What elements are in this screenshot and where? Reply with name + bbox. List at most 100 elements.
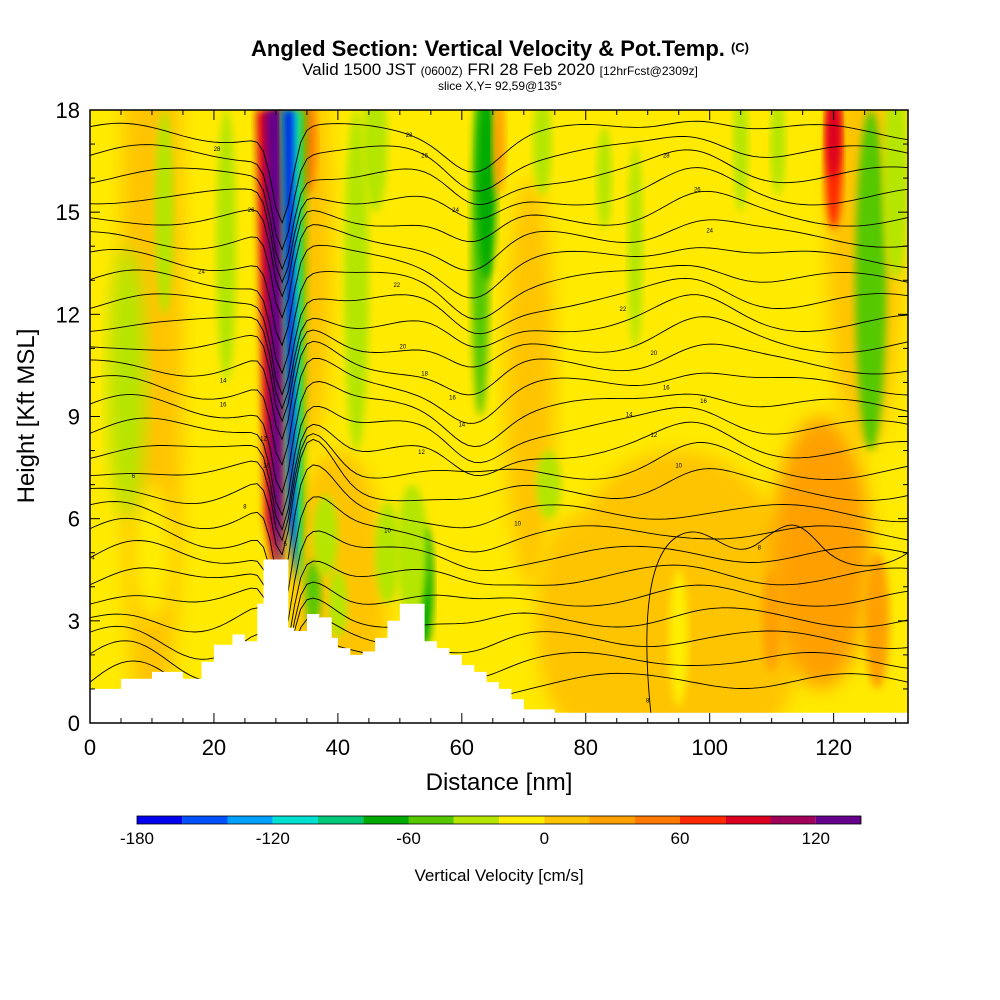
contour-labels: 4 6 8 10 12 14 16 24 26 28 5 10 12 14 16 18 20 22 24 26 28 10… [91,103,762,705]
theta-contour-line [90,421,908,531]
colorbar-swatch [182,816,228,824]
theta-contour-line [90,530,908,643]
colorbar-tick-label: 60 [671,829,690,848]
contour-label: 16 [220,402,227,408]
colorbar-swatch [453,816,500,824]
colorbar-swatch [544,816,590,824]
theta-contour-line [646,524,908,713]
contour-label: 16 [663,385,670,391]
colorbar-swatch [137,816,183,824]
chart-subtitle: Valid 1500 JST (0600Z) FRI 28 Feb 2020 [… [0,61,1000,80]
colorbar-swatch [634,816,681,824]
contour-label: 16 [449,396,456,402]
contour-label: 24 [706,229,713,235]
colorbar-swatch [770,816,816,824]
colorbar-swatch [725,816,771,824]
theta-contour-line [90,381,908,494]
valid-utc: (0600Z) [420,64,463,78]
contour-label: 18 [421,372,428,378]
x-axis-title: Distance [nm] [426,769,573,796]
colorbar-swatch [680,816,726,824]
theta-contour-line [90,340,908,441]
contour-label: 28 [663,154,670,160]
contour-label: 12 [260,436,267,442]
contour-label: 22 [620,307,627,313]
x-tick-label: 100 [691,735,728,760]
theta-contour-line [90,120,908,225]
y-tick-label: 0 [68,711,80,736]
colorbar-tick-label: -60 [396,829,421,848]
valid-date: FRI 28 Feb 2020 [467,60,595,79]
contour-label: 20 [651,351,658,357]
contour-label: 8 [758,545,762,551]
contour-label: 26 [694,188,701,194]
colorbar-swatch [318,816,364,824]
x-axis: 0 20 40 60 80 100 120 [84,110,897,760]
theta-contour-line [90,219,908,319]
contour-label: 28 [406,133,413,139]
theta-contour-line [90,135,908,251]
theta-contour-line [90,190,908,298]
colorbar-swatch [272,816,319,824]
colorbar-swatch [408,816,454,824]
contour-label: 30 [700,103,707,109]
x-tick-label: 0 [84,735,96,760]
terrain [90,559,908,723]
contour-label: 26 [421,154,428,160]
y-tick-label: 18 [56,98,80,123]
contour-label: 22 [393,283,400,289]
colorbar-title: Vertical Velocity [cm/s] [414,866,583,885]
contour-label: 8 [646,699,650,705]
valid-time: Valid 1500 JST [302,60,416,79]
contour-label: 14 [626,413,633,419]
contour-label: 26 [248,208,255,214]
x-tick-label: 40 [326,735,350,760]
forecast-info: [12hrFcst@2309z] [599,64,698,78]
contour-label: 10 [263,464,270,470]
theta-contour-line [90,264,908,375]
contour-label: 10 [675,464,682,470]
colorbar-tick-label: 0 [540,829,549,848]
chart-title-main: Angled Section: Vertical Velocity & Pot.… [251,36,725,61]
colorbar: -180 -120 -60 0 60 120 [120,815,862,848]
theta-contour-line [90,277,908,396]
contour-label: 12 [418,450,425,456]
contour-label: 12 [651,433,658,439]
x-tick-label: 120 [815,735,852,760]
contour-label: 20 [400,344,407,350]
colorbar-tick-label: -180 [120,829,154,848]
colorbar-frame [136,815,862,825]
colorbar-swatch [499,816,545,824]
theta-contour-line [90,581,908,675]
theta-contour-line [90,357,908,467]
contour-label: 10 [384,528,391,534]
colorbar-swatch [227,816,273,824]
theta-contour-line [90,167,908,284]
contour-label: 10 [514,522,521,528]
x-tick-label: 60 [450,735,474,760]
title-block: Angled Section: Vertical Velocity & Pot.… [0,36,1000,93]
contour-label: 16 [700,399,707,405]
x-tick-label: 80 [574,735,598,760]
contour-label: 24 [452,208,459,214]
theta-contour-line [90,149,908,271]
contour-label: 8 [243,505,247,511]
contour-label: 24 [198,270,205,276]
y-axis: 0 3 6 9 12 15 18 [56,98,908,736]
colorbar-swatch [363,816,409,824]
y-tick-label: 6 [68,507,80,532]
theta-contour-line [90,405,908,517]
colorbar-tick-label: 120 [802,829,830,848]
y-tick-label: 3 [68,609,80,634]
y-tick-label: 15 [56,200,80,225]
theta-contour-line [90,244,908,347]
x-tick-label: 20 [202,735,226,760]
y-tick-label: 9 [68,405,80,430]
theta-contour-line [90,464,908,584]
theta-contour-line [90,496,908,615]
colorbar-tick-label: -120 [256,829,290,848]
contour-label: 14 [458,423,465,429]
theta-contour-line [90,597,908,677]
contour-label: 6 [132,474,136,480]
